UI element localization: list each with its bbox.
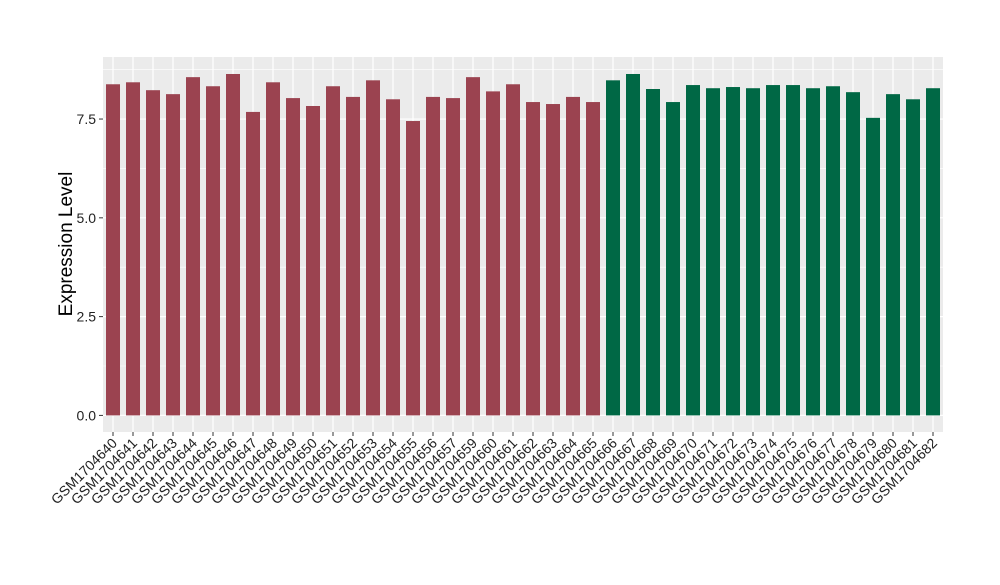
bar-GSM1704680 <box>886 94 900 416</box>
bar-GSM1704644 <box>186 77 200 416</box>
bar-GSM1704653 <box>366 80 380 416</box>
bar-GSM1704655 <box>406 121 420 416</box>
bar-GSM1704649 <box>286 98 300 416</box>
bar-GSM1704672 <box>726 87 740 416</box>
x-axis: GSM1704640GSM1704641GSM1704642GSM1704643… <box>48 432 940 507</box>
bar-GSM1704659 <box>466 77 480 416</box>
bar-GSM1704656 <box>426 96 440 416</box>
bar-GSM1704647 <box>246 111 260 416</box>
bar-GSM1704681 <box>906 99 920 416</box>
bar-GSM1704670 <box>686 85 700 416</box>
bar-GSM1704674 <box>766 85 780 416</box>
bar-GSM1704668 <box>646 89 660 416</box>
bar-GSM1704660 <box>486 91 500 416</box>
bar-GSM1704646 <box>226 73 240 416</box>
bar-GSM1704645 <box>206 86 220 416</box>
y-tick-label: 0.0 <box>77 407 97 423</box>
bar-GSM1704663 <box>546 104 560 416</box>
bar-GSM1704675 <box>786 85 800 416</box>
bar-GSM1704664 <box>566 96 580 416</box>
y-axis: 0.0 2.5 5.0 7.5 <box>77 111 103 423</box>
y-tick-label: 5.0 <box>77 210 97 226</box>
bar-GSM1704641 <box>126 82 140 416</box>
bar-GSM1704643 <box>166 94 180 416</box>
bar-GSM1704661 <box>506 84 520 416</box>
bar-GSM1704669 <box>666 102 680 416</box>
bar-GSM1704677 <box>826 86 840 416</box>
bars <box>106 73 940 416</box>
bar-GSM1704679 <box>866 117 880 416</box>
bar-GSM1704666 <box>606 80 620 416</box>
bar-GSM1704640 <box>106 84 120 416</box>
bar-GSM1704682 <box>926 88 940 416</box>
bar-GSM1704652 <box>346 96 360 416</box>
bar-GSM1704651 <box>326 86 340 416</box>
bar-GSM1704671 <box>706 88 720 416</box>
bar-GSM1704662 <box>526 102 540 416</box>
y-axis-label: Expression Level <box>56 172 77 317</box>
y-tick-label: 2.5 <box>77 309 97 325</box>
bar-GSM1704642 <box>146 90 160 416</box>
bar-GSM1704667 <box>626 73 640 416</box>
bar-GSM1704676 <box>806 88 820 416</box>
bar-GSM1704648 <box>266 82 280 416</box>
bar-GSM1704673 <box>746 88 760 416</box>
bar-GSM1704657 <box>446 98 460 416</box>
bar-GSM1704654 <box>386 99 400 416</box>
y-tick-label: 7.5 <box>77 111 97 127</box>
bar-GSM1704665 <box>586 102 600 416</box>
bar-GSM1704678 <box>846 92 860 416</box>
bar-GSM1704650 <box>306 105 320 416</box>
